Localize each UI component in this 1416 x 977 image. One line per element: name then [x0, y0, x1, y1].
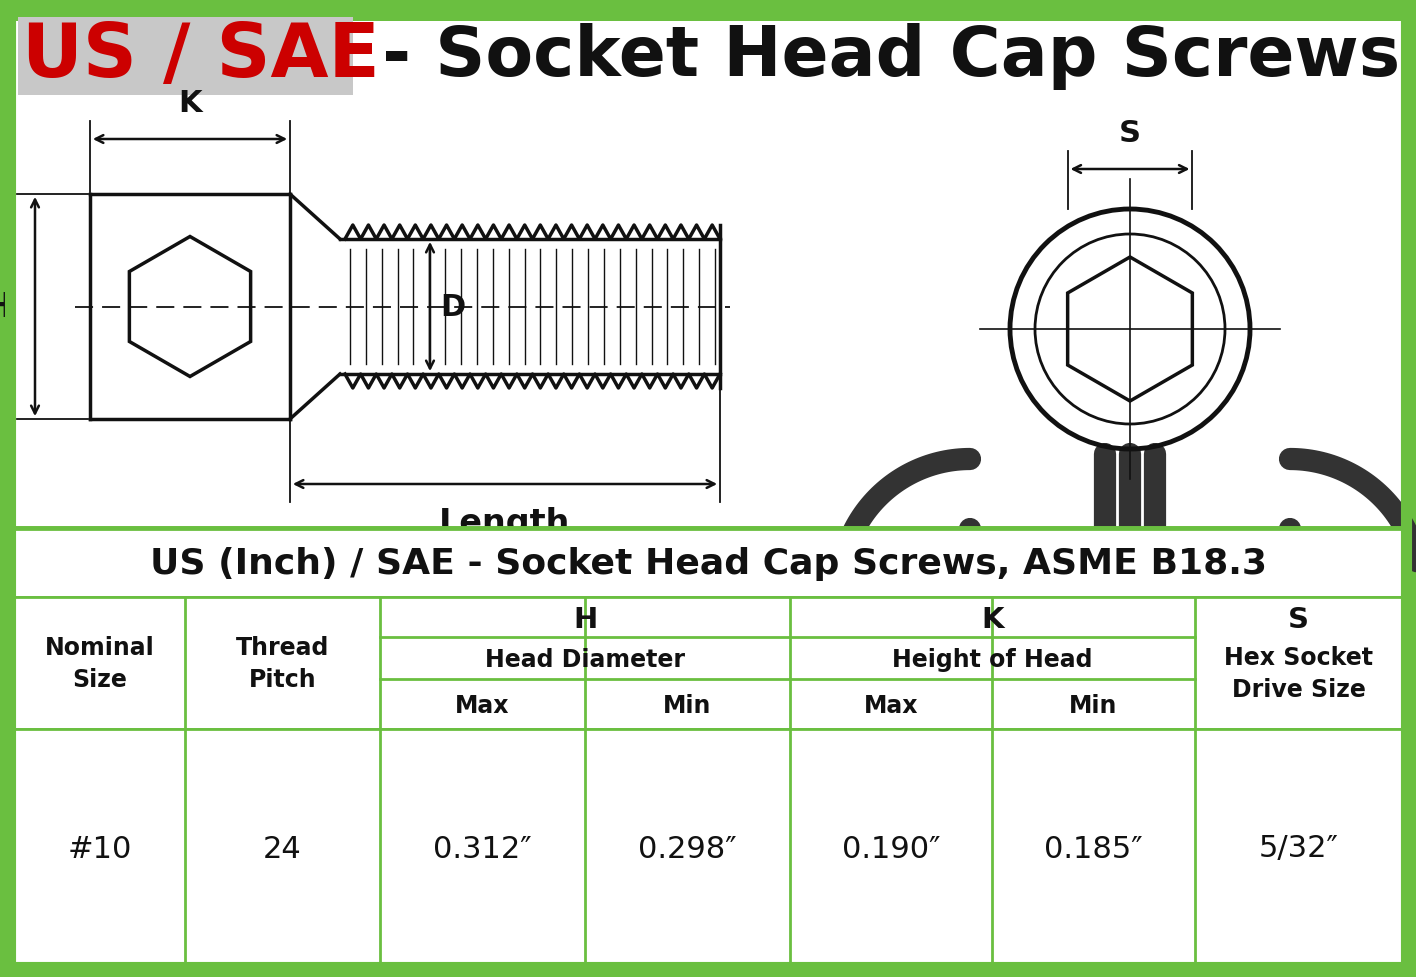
- Text: 0.312″: 0.312″: [433, 833, 532, 863]
- Text: Nominal
Size: Nominal Size: [45, 636, 154, 691]
- Text: 24: 24: [263, 833, 302, 863]
- Text: Min: Min: [1069, 694, 1117, 717]
- Text: Thread
Pitch: Thread Pitch: [236, 636, 329, 691]
- Text: #10: #10: [68, 833, 132, 863]
- Text: MonsterBolts: MonsterBolts: [183, 596, 1017, 702]
- Text: S: S: [1289, 606, 1308, 633]
- Text: H: H: [0, 291, 13, 323]
- Text: Max: Max: [456, 694, 510, 717]
- Text: 0.298″: 0.298″: [639, 833, 736, 863]
- Text: K: K: [178, 89, 202, 118]
- FancyBboxPatch shape: [10, 530, 1406, 597]
- Text: 0.185″: 0.185″: [1044, 833, 1143, 863]
- Text: Height of Head: Height of Head: [892, 648, 1093, 671]
- Text: US (Inch) / SAE - Socket Head Cap Screws, ASME B18.3: US (Inch) / SAE - Socket Head Cap Screws…: [150, 546, 1266, 580]
- Text: Head Diameter: Head Diameter: [486, 648, 685, 671]
- Text: K: K: [981, 606, 1004, 633]
- FancyBboxPatch shape: [10, 10, 1406, 21]
- Text: D: D: [440, 293, 466, 321]
- Text: Max: Max: [864, 694, 918, 717]
- Text: US / SAE: US / SAE: [23, 21, 379, 94]
- Text: Hex Socket
Drive Size: Hex Socket Drive Size: [1223, 646, 1374, 701]
- Text: 0.190″: 0.190″: [841, 833, 940, 863]
- FancyBboxPatch shape: [10, 729, 1406, 967]
- Text: 5/32″: 5/32″: [1259, 833, 1338, 863]
- Text: Length: Length: [439, 506, 571, 539]
- FancyBboxPatch shape: [10, 597, 1406, 729]
- FancyBboxPatch shape: [18, 18, 353, 96]
- Text: - Socket Head Cap Screws: - Socket Head Cap Screws: [358, 23, 1400, 91]
- Text: H: H: [573, 606, 598, 633]
- Text: S: S: [1119, 119, 1141, 148]
- FancyBboxPatch shape: [10, 10, 1406, 967]
- Text: Min: Min: [663, 694, 712, 717]
